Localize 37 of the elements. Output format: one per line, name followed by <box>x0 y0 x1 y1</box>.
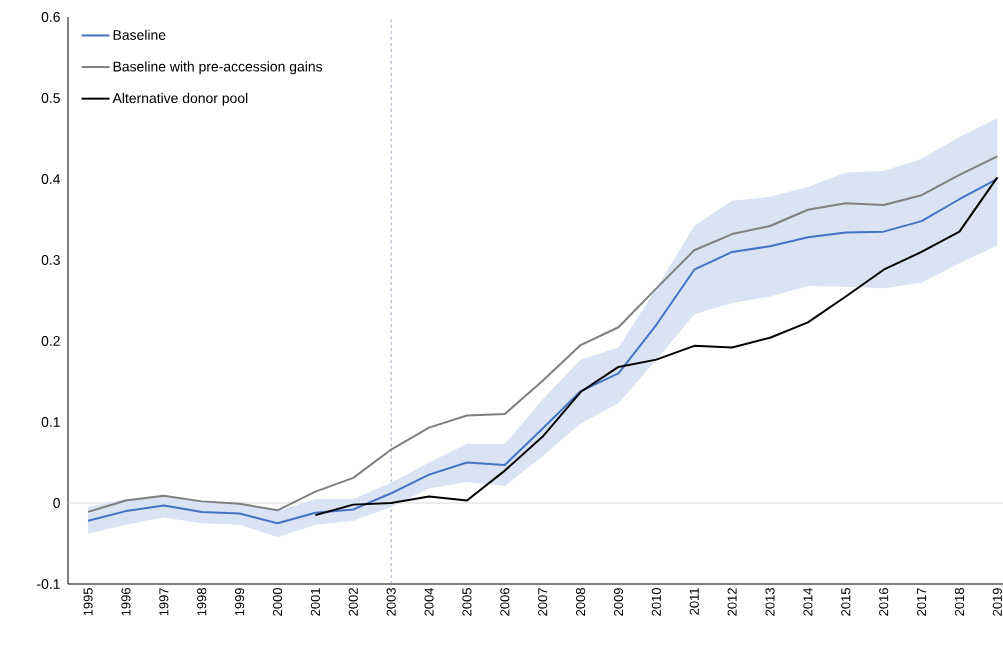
x-tick-label: 1999 <box>235 588 245 616</box>
x-tick-label: 1998 <box>197 588 207 616</box>
x-tick-label: 2000 <box>272 588 283 616</box>
y-tick-label: 0.5 <box>41 93 60 103</box>
legend-label: Alternative donor pool <box>112 92 248 106</box>
y-tick-label: 0.1 <box>41 417 60 427</box>
x-tick-label: 2017 <box>916 588 927 616</box>
y-tick-label: 0.3 <box>41 255 60 265</box>
x-tick-label: 2018 <box>954 588 965 616</box>
x-tick-label: 2006 <box>500 588 510 616</box>
x-tick-label: 2019 <box>992 588 1002 616</box>
x-tick-label: 2011 <box>689 588 699 615</box>
y-tick-label: 0.6 <box>41 12 60 22</box>
x-tick-label: 2004 <box>424 587 434 616</box>
y-tick-label: 0.4 <box>41 174 61 184</box>
x-tick-label: 1996 <box>121 588 131 616</box>
line-series <box>314 176 999 517</box>
x-tick-label: 2012 <box>727 588 737 616</box>
x-tick-label: 2002 <box>348 588 358 616</box>
x-tick-label: 1997 <box>159 588 169 616</box>
x-tick-label: 2010 <box>651 588 661 616</box>
y-tick-label: 0.2 <box>41 336 60 346</box>
x-tick-label: 2001 <box>310 588 320 616</box>
x-tick-label: 2003 <box>386 588 396 616</box>
y-tick-label: -0.1 <box>37 579 60 589</box>
x-tick-label: 2007 <box>538 588 548 616</box>
x-tick-label: 2014 <box>803 587 813 616</box>
x-tick-label: 2013 <box>765 588 775 616</box>
x-tick-label: 2016 <box>879 588 889 616</box>
x-tick-label: 2015 <box>841 588 851 616</box>
legend-label: Baseline with pre-accession gains <box>113 61 323 75</box>
legend-label: Baseline <box>113 29 166 40</box>
x-tick-label: 2008 <box>576 588 586 616</box>
x-tick-label: 2005 <box>462 588 472 616</box>
x-tick-label: 2009 <box>613 588 624 616</box>
x-tick-label: 1995 <box>83 588 93 616</box>
y-tick-label: 0 <box>53 498 60 508</box>
